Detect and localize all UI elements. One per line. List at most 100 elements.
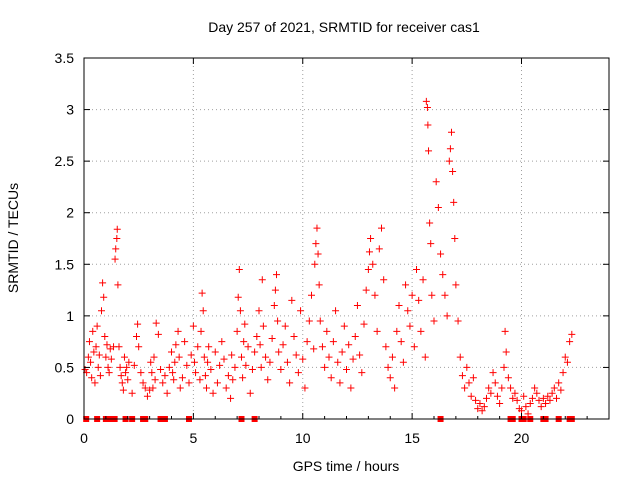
data-point	[93, 322, 101, 330]
data-point	[380, 276, 388, 284]
data-point	[216, 361, 224, 369]
data-point	[227, 394, 235, 402]
data-point	[388, 353, 396, 361]
data-point	[113, 235, 121, 242]
data-point	[559, 369, 567, 377]
data-point	[511, 389, 519, 397]
data-point	[112, 245, 120, 253]
data-point	[99, 279, 107, 287]
data-point	[168, 348, 175, 356]
data-point	[428, 291, 436, 299]
data-point	[116, 363, 124, 371]
data-point	[220, 355, 228, 363]
data-point	[85, 338, 93, 346]
data-point	[323, 327, 331, 335]
data-point	[137, 369, 145, 377]
data-point	[134, 320, 142, 328]
data-point	[104, 363, 112, 371]
data-point	[141, 384, 149, 392]
data-point	[246, 389, 254, 397]
x-tick-label: 10	[295, 430, 311, 446]
data-point	[566, 338, 574, 346]
data-point	[371, 291, 379, 299]
data-point	[382, 343, 390, 351]
data-point	[281, 322, 289, 330]
data-point	[258, 276, 266, 284]
data-point	[410, 343, 418, 351]
data-point	[338, 348, 346, 356]
data-point	[101, 332, 109, 340]
data-point	[107, 355, 115, 363]
data-point	[311, 260, 319, 268]
data-point	[557, 386, 565, 394]
data-point	[200, 353, 208, 361]
data-point	[119, 386, 127, 394]
data-point	[533, 389, 541, 397]
data-point	[474, 405, 482, 413]
data-point	[305, 317, 313, 325]
data-point	[528, 394, 536, 402]
y-tick-label: 1.5	[55, 256, 75, 272]
data-point	[114, 281, 122, 289]
data-point	[351, 332, 359, 340]
data-point	[84, 353, 92, 361]
data-point	[426, 219, 434, 227]
data-point	[375, 245, 383, 253]
data-point	[467, 392, 475, 400]
data-point	[450, 198, 458, 206]
x-tick-label: 0	[80, 430, 88, 446]
data-point	[234, 293, 242, 301]
data-point	[264, 376, 272, 384]
data-point	[332, 307, 340, 315]
data-point	[537, 403, 545, 411]
data-point	[197, 327, 205, 335]
data-point	[419, 276, 427, 284]
data-point	[345, 341, 353, 349]
data-point	[147, 358, 155, 366]
data-point	[169, 369, 177, 377]
data-point	[314, 250, 322, 258]
data-point	[367, 235, 375, 242]
data-point	[454, 317, 462, 325]
y-tick-label: 2.5	[55, 153, 75, 169]
data-point	[170, 376, 178, 384]
data-point	[496, 400, 504, 408]
data-point	[476, 400, 484, 408]
data-point	[149, 384, 157, 392]
data-point	[502, 348, 510, 356]
data-point	[553, 394, 560, 402]
data-point	[122, 369, 130, 377]
data-point	[520, 392, 528, 400]
data-point	[238, 353, 245, 361]
data-point	[329, 338, 337, 346]
data-point	[356, 351, 364, 359]
data-point	[270, 302, 278, 310]
data-point	[487, 389, 495, 397]
data-point	[321, 363, 329, 371]
data-point	[349, 355, 357, 363]
data-point	[100, 293, 108, 301]
data-point	[513, 396, 521, 404]
data-point	[248, 365, 256, 373]
data-point	[154, 330, 162, 338]
data-point	[98, 307, 105, 315]
data-point	[423, 104, 431, 112]
data-point	[308, 291, 315, 299]
data-point	[87, 358, 95, 366]
data-point	[340, 322, 348, 330]
y-tick-label: 0	[66, 411, 74, 427]
data-point	[196, 376, 204, 384]
data-point	[336, 379, 344, 387]
data-point	[277, 365, 285, 373]
data-point	[315, 281, 323, 289]
data-point	[373, 327, 381, 335]
data-point	[117, 372, 125, 380]
data-point	[294, 369, 302, 377]
data-point	[143, 392, 151, 400]
data-point	[542, 400, 550, 408]
data-point	[458, 372, 466, 380]
data-point	[498, 384, 506, 392]
data-point	[522, 403, 530, 411]
data-point	[187, 351, 195, 359]
data-point	[303, 338, 311, 346]
